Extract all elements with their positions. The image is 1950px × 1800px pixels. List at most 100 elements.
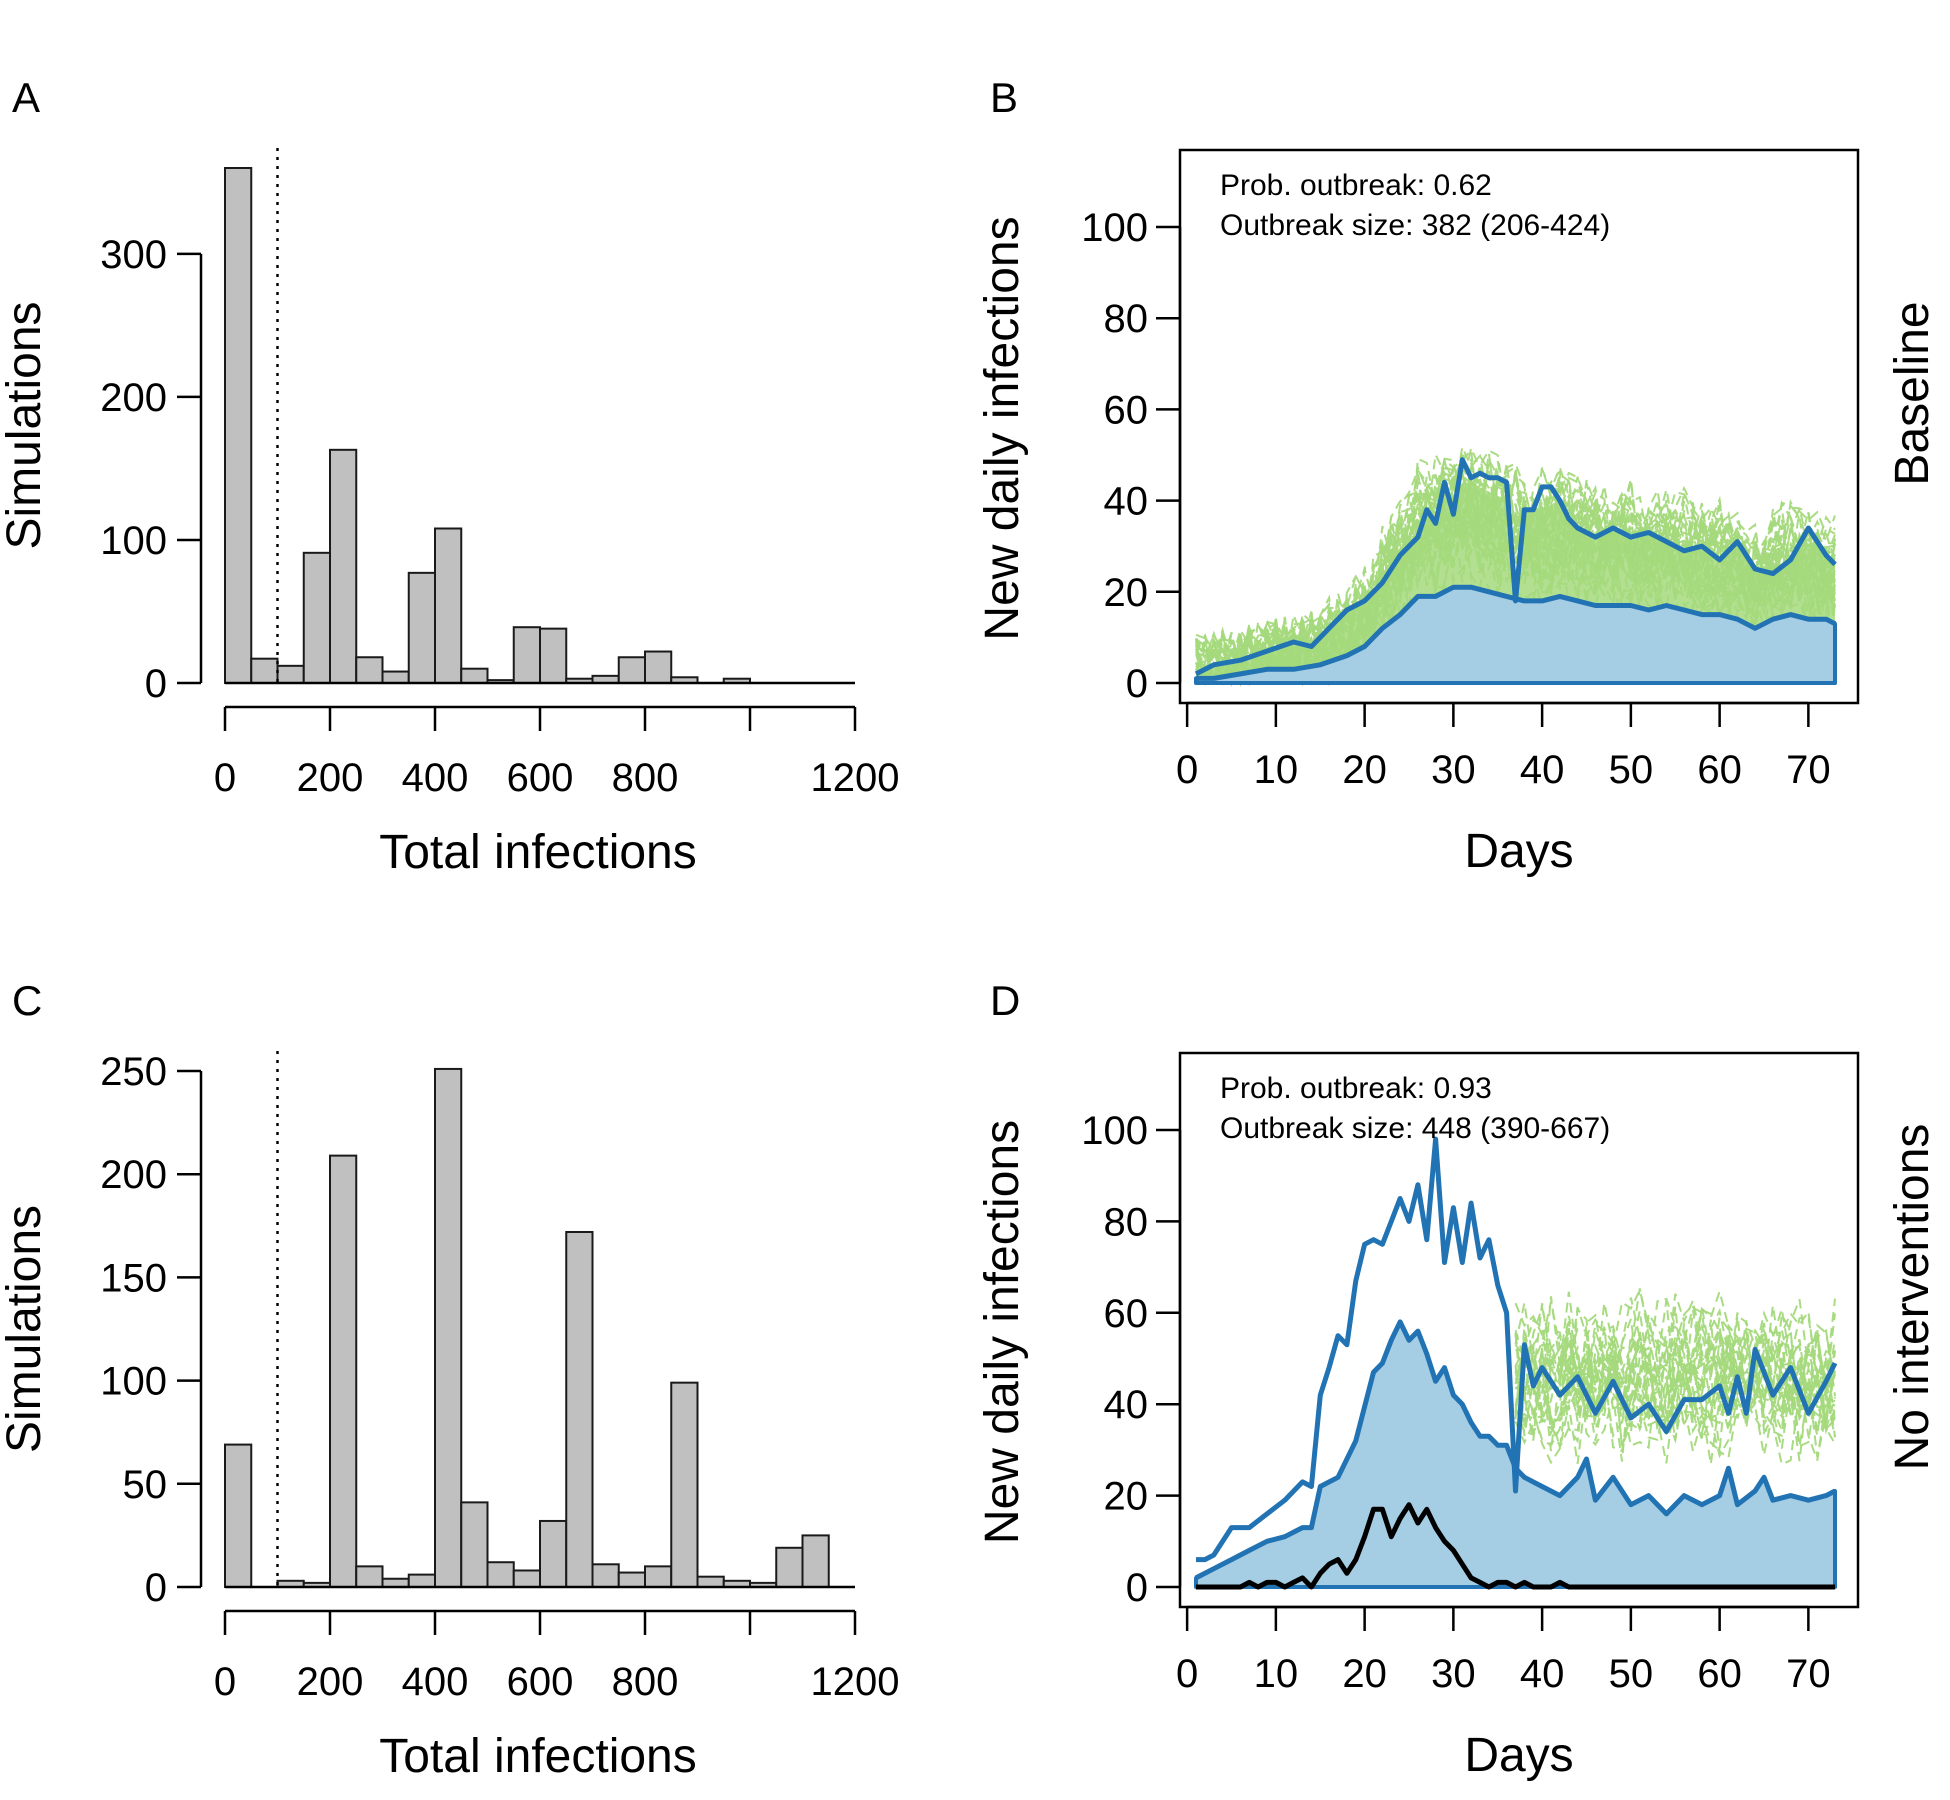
plot-area (1194, 1136, 1838, 1590)
y-tick-label: 250 (100, 1050, 167, 1094)
histogram-bar (644, 1565, 673, 1588)
y-tick-label: 80 (1104, 297, 1149, 341)
simulation-line (1195, 473, 1836, 687)
x-tick-label: 40 (1520, 1652, 1565, 1696)
panel-label: C (12, 977, 42, 1024)
histogram-bar (486, 1561, 515, 1589)
y-tick-label: 20 (1104, 571, 1149, 615)
x-tick-label: 800 (612, 1660, 679, 1704)
x-tick-label: 400 (402, 756, 469, 800)
histogram-bar (407, 571, 436, 685)
simulation-line (1195, 457, 1836, 686)
annotation: Prob. outbreak: 0.93 Outbreak size: 448 (… (1220, 1072, 1610, 1145)
simulation-line (1514, 1334, 1836, 1466)
histogram-bar (224, 167, 253, 684)
y-tick-label: 200 (100, 376, 167, 420)
histogram-bar (617, 1571, 646, 1589)
x-tick-label: 70 (1786, 748, 1831, 792)
y-tick-label: 20 (1104, 1475, 1149, 1519)
x-tick-label: 0 (1176, 748, 1198, 792)
histogram-bar (775, 1546, 804, 1589)
y-tick-label: 50 (123, 1463, 168, 1507)
histogram-bar (644, 650, 673, 684)
histogram-bar (512, 626, 541, 684)
x-tick-label: 50 (1609, 748, 1654, 792)
x-tick-label: 10 (1254, 748, 1299, 792)
y-tick-label: 100 (100, 519, 167, 563)
interquartile-band (1196, 482, 1835, 679)
median-line (1196, 584, 1837, 681)
histogram-bar (381, 670, 410, 684)
bars (224, 167, 751, 685)
y-axis: 0 100 200 300 (100, 233, 203, 706)
x-tick-label: 200 (297, 756, 364, 800)
simulation-line (1514, 1315, 1836, 1442)
simulation-line (1514, 1324, 1836, 1465)
simulation-line (1514, 1330, 1836, 1465)
histogram-bar (670, 1381, 699, 1588)
histogram-bar (539, 627, 568, 685)
bars (224, 1067, 830, 1589)
x-axis: 0 10 20 30 40 50 60 70 (1176, 701, 1831, 792)
panel-b: B 0 20 40 60 80 100 0 10 20 30 40 50 60 70 Days New dail… (976, 74, 1939, 878)
histogram-bar (250, 657, 279, 684)
x-axis-label: Days (1464, 1729, 1573, 1782)
histogram-bar (302, 551, 331, 685)
scenario-label: Baseline (1886, 301, 1939, 485)
annotation-line: Outbreak size: 448 (390-667) (1220, 1112, 1610, 1145)
y-axis-label: New daily infections (976, 216, 1029, 640)
x-axis: 0 200 400 600 800 1200 (214, 1609, 900, 1704)
simulation-line (1515, 1288, 1836, 1410)
simulation-line (1196, 487, 1836, 687)
panel-label: B (990, 74, 1018, 121)
y-axis: 0 20 40 60 80 100 (1081, 206, 1182, 706)
panel-c: C 0 50 100 150 200 250 0 200 400 600 800 1200 Total i… (0, 977, 899, 1783)
x-tick-label: 40 (1520, 748, 1565, 792)
panel-d: D 0 20 40 60 80 100 0 10 20 30 40 50 60 70 Days New dail… (976, 977, 1939, 1782)
histogram-bar (407, 1573, 436, 1588)
median-line (1194, 1319, 1837, 1581)
simulation-line (1195, 466, 1836, 687)
panel-a: A 0 100 200 300 0 200 400 600 800 1200 Total infect… (0, 74, 899, 879)
histogram-bar (539, 1519, 568, 1589)
histogram-bar (617, 656, 646, 684)
y-tick-label: 0 (1126, 1566, 1148, 1610)
x-tick-label: 1200 (811, 1660, 900, 1704)
histogram-bar (696, 1575, 725, 1589)
y-axis-label: Simulations (0, 301, 51, 549)
histogram-bar (512, 1569, 541, 1589)
upper-line (1196, 1136, 1838, 1563)
x-tick-label: 0 (214, 1660, 236, 1704)
x-tick-label: 1200 (811, 756, 900, 800)
x-tick-label: 800 (612, 756, 679, 800)
histogram-bar (355, 656, 384, 684)
annotation: Prob. outbreak: 0.62 Outbreak size: 382 (… (1220, 169, 1610, 242)
x-tick-label: 0 (1176, 1652, 1198, 1696)
y-axis-label: New daily infections (976, 1120, 1029, 1544)
simulation-line (1195, 477, 1836, 687)
y-axis: 0 20 40 60 80 100 (1081, 1109, 1182, 1610)
x-axis: 0 200 400 600 800 1200 (214, 705, 900, 800)
simulation-line (1514, 1313, 1836, 1445)
x-tick-label: 10 (1254, 1652, 1299, 1696)
y-tick-label: 60 (1104, 388, 1149, 432)
histogram-bar (460, 1501, 489, 1588)
scenario-label: No interventions (1886, 1124, 1939, 1471)
panel-label: A (12, 74, 40, 121)
histogram-bar (355, 1565, 384, 1588)
example-line (1196, 1502, 1835, 1590)
plot-area (1194, 443, 1837, 687)
y-tick-label: 100 (100, 1360, 167, 1404)
x-tick-label: 60 (1697, 748, 1742, 792)
annotation-line: Outbreak size: 382 (206-424) (1220, 209, 1610, 242)
histogram-bar (434, 1067, 463, 1589)
histogram-bar (460, 667, 489, 685)
y-tick-label: 40 (1104, 1383, 1149, 1427)
histogram-bar (591, 1563, 620, 1589)
x-tick-label: 30 (1431, 748, 1476, 792)
x-axis-label: Total infections (379, 826, 697, 879)
y-tick-label: 300 (100, 233, 167, 277)
x-tick-label: 30 (1431, 1652, 1476, 1696)
y-tick-label: 100 (1081, 1109, 1148, 1153)
y-tick-label: 0 (145, 662, 167, 706)
